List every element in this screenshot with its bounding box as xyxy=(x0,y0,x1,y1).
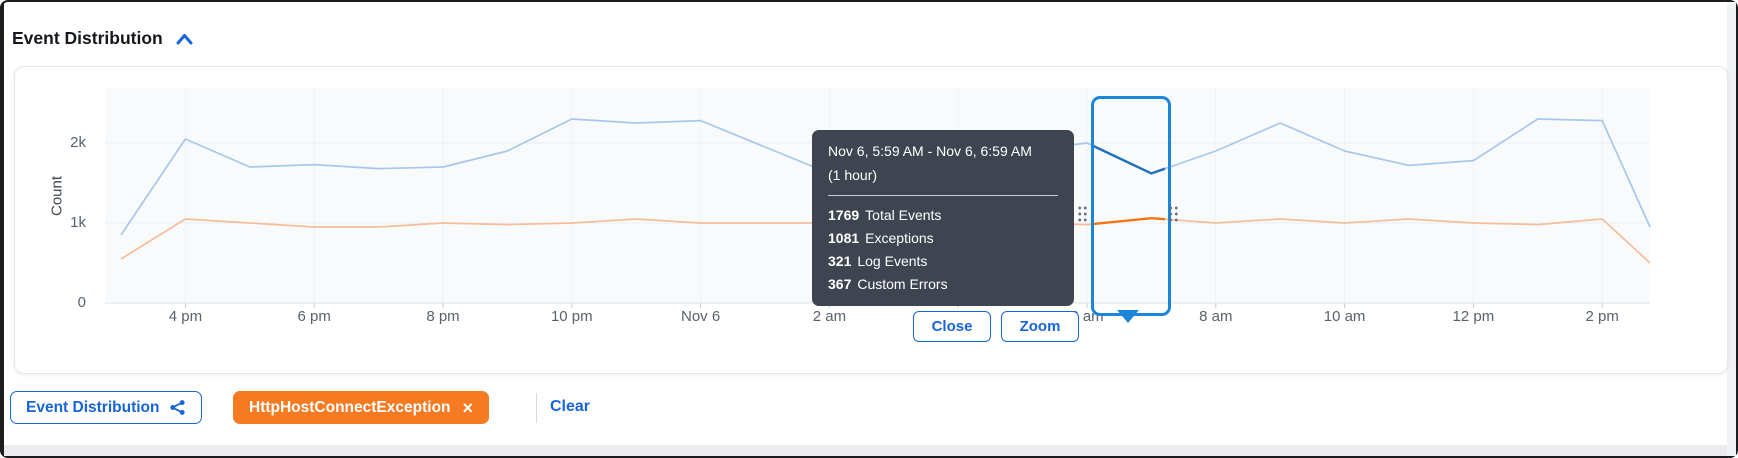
tooltip-stat-row: 1081 Exceptions xyxy=(828,227,1058,250)
tooltip-stat-row: 367 Custom Errors xyxy=(828,273,1058,296)
tooltip-stat-label: Log Events xyxy=(857,253,928,269)
x-axis-tick-label: 10 am xyxy=(1323,308,1366,325)
y-axis-tick-label: 2k xyxy=(70,134,86,151)
x-axis-tick-label: 8 am xyxy=(1199,308,1233,325)
tooltip-stat-value: 367 xyxy=(828,276,852,292)
tooltip-stat-label: Total Events xyxy=(865,207,942,223)
x-axis-tick-label: 8 pm xyxy=(426,308,460,325)
filter-bar-divider xyxy=(536,393,537,423)
collapse-section-button[interactable] xyxy=(176,32,194,46)
zoom-selection-button[interactable]: Zoom xyxy=(1001,311,1079,342)
x-axis-tick-label: 6 pm xyxy=(297,308,331,325)
selection-right-drag-handle[interactable] xyxy=(1168,205,1179,222)
chart-tooltip: Nov 6, 5:59 AM - Nov 6, 6:59 AM (1 hour)… xyxy=(812,130,1074,306)
x-axis-tick-label: 12 pm xyxy=(1452,308,1495,325)
chart-filter-chip-label: Event Distribution xyxy=(26,398,160,416)
share-icon[interactable] xyxy=(169,399,186,416)
tooltip-stat-value: 1081 xyxy=(828,230,860,246)
y-axis-title: Count xyxy=(48,175,66,217)
chart-filter-chip[interactable]: Event Distribution xyxy=(10,391,203,424)
tooltip-duration: (1 hour) xyxy=(828,167,878,183)
exception-filter-chip[interactable]: HttpHostConnectException × xyxy=(233,391,490,424)
selection-left-drag-handle[interactable] xyxy=(1077,205,1088,222)
tooltip-time-range: Nov 6, 5:59 AM - Nov 6, 6:59 AM xyxy=(828,143,1032,159)
horizontal-scrollbar[interactable] xyxy=(4,445,1727,456)
page-title: Event Distribution xyxy=(12,28,163,48)
window-edge xyxy=(0,0,4,458)
section-header: Event Distribution xyxy=(12,28,194,49)
x-axis-tick-label: 4 pm xyxy=(168,308,203,325)
remove-filter-icon[interactable]: × xyxy=(462,397,474,418)
x-axis-tick-label: 2 pm xyxy=(1585,308,1619,325)
chevron-up-icon xyxy=(176,33,193,44)
tooltip-stat-label: Exceptions xyxy=(865,230,934,246)
tooltip-divider xyxy=(828,195,1058,196)
x-axis-tick-label: Nov 6 xyxy=(681,308,721,325)
y-axis-tick-label: 1k xyxy=(70,214,86,231)
y-axis-tick-label: 0 xyxy=(77,294,86,311)
time-range-selection-box[interactable] xyxy=(1091,96,1171,316)
clear-filters-link[interactable]: Clear xyxy=(550,398,591,415)
tooltip-stat-row: 321 Log Events xyxy=(828,250,1058,273)
tooltip-stat-label: Custom Errors xyxy=(857,276,948,292)
tooltip-stats: 1769 Total Events 1081 Exceptions 321 Log Eve… xyxy=(828,204,1058,296)
tooltip-stat-value: 1769 xyxy=(828,207,860,223)
tooltip-stat-value: 321 xyxy=(828,253,852,269)
exception-filter-chip-label: HttpHostConnectException xyxy=(249,398,451,416)
x-axis-tick-label: 2 am xyxy=(812,308,847,325)
close-selection-button[interactable]: Close xyxy=(913,311,991,342)
tooltip-stat-row: 1769 Total Events xyxy=(828,204,1058,227)
vertical-scrollbar[interactable] xyxy=(1727,2,1736,456)
x-axis-tick-label: 10 pm xyxy=(550,308,593,325)
selection-pointer-icon xyxy=(1117,310,1139,323)
